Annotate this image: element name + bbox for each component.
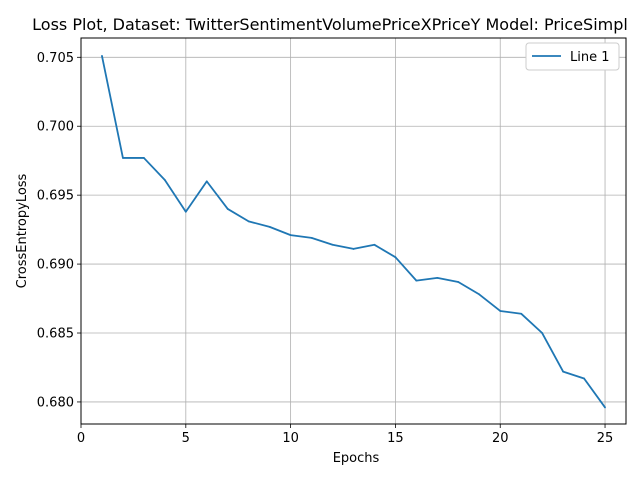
data-point (604, 406, 606, 409)
x-tick-label: 20 (492, 431, 509, 446)
data-point (478, 293, 481, 296)
data-point (541, 332, 544, 334)
data-point (394, 256, 397, 259)
x-tick-label: 5 (182, 431, 190, 446)
data-point (352, 248, 355, 250)
data-point (310, 236, 313, 239)
axis-ticks: 0 5 10 15 20 25 0.680 0.685 0.690 0.695 0.700 0.705 (37, 51, 614, 446)
legend-box (525, 42, 620, 71)
series-line (101, 55, 606, 408)
data-point (436, 276, 439, 279)
y-tick-label: 0.680 (37, 395, 74, 410)
y-tick-label: 0.700 (37, 120, 74, 135)
chart-title: Loss Plot, Dataset: TwitterSentimentVolu… (32, 15, 628, 34)
data-point (268, 225, 271, 228)
y-tick-label: 0.685 (37, 327, 74, 342)
data-point (184, 210, 187, 213)
plot-area-frame (80, 37, 627, 425)
series-layer (101, 55, 606, 409)
x-tick-label: 0 (77, 431, 85, 446)
data-point (122, 157, 124, 159)
x-tick-label: 10 (282, 431, 299, 446)
data-point (499, 310, 502, 312)
data-point (205, 180, 208, 183)
data-point (142, 157, 145, 159)
data-point (373, 243, 376, 246)
data-point (289, 234, 292, 237)
grid (80, 38, 626, 424)
x-tick-label: 25 (597, 431, 614, 446)
data-point (520, 312, 523, 315)
data-point (562, 370, 565, 373)
x-axis-label: Epochs (333, 451, 380, 466)
data-point (415, 279, 418, 282)
data-point (247, 220, 250, 223)
data-point (583, 377, 585, 380)
data-point (457, 281, 460, 283)
y-tick-label: 0.695 (37, 189, 74, 204)
y-axis-label: CrossEntropyLoss (15, 173, 30, 288)
y-tick-label: 0.705 (37, 51, 74, 66)
data-point (101, 55, 103, 57)
data-point (331, 243, 334, 246)
legend-label: Line 1 (570, 50, 610, 65)
data-point (163, 179, 166, 181)
data-point (226, 208, 229, 210)
legend: Line 1 (525, 42, 620, 71)
x-tick-label: 15 (387, 431, 404, 446)
y-tick-label: 0.690 (37, 258, 74, 273)
